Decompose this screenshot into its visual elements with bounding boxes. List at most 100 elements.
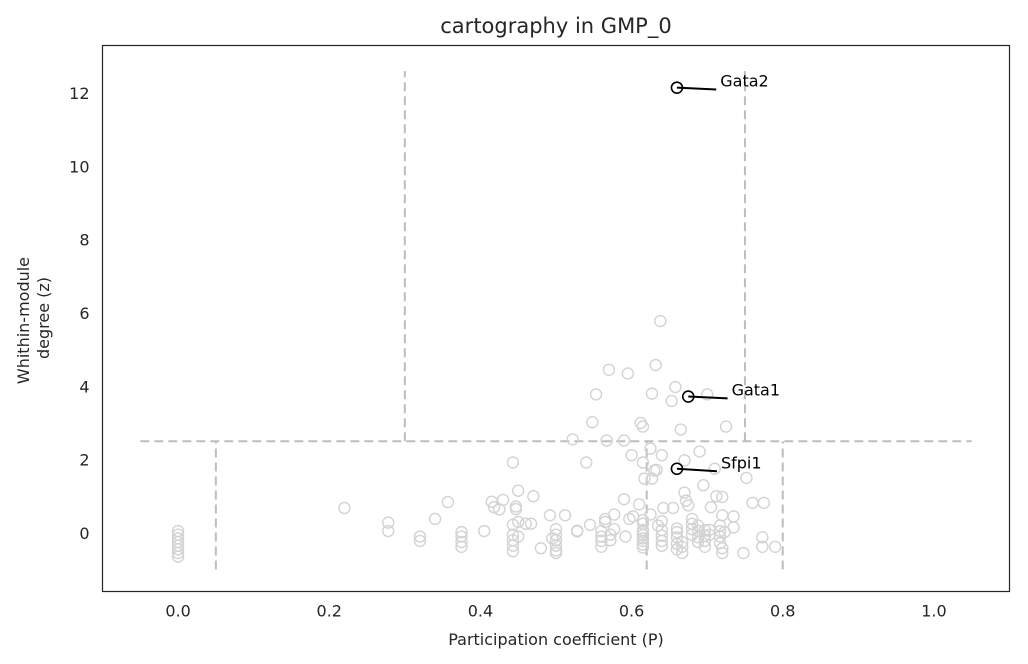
scatter-point — [455, 530, 468, 543]
scatter-point — [727, 521, 740, 534]
scatter-point — [644, 508, 657, 521]
scatter-point — [509, 502, 523, 516]
scatter-point — [655, 448, 669, 462]
scatter-point — [708, 462, 721, 475]
scatter-point — [413, 534, 427, 548]
scatter-point — [638, 472, 651, 485]
scatter-point — [665, 394, 678, 408]
plot-frame — [101, 44, 1011, 593]
scatter-point — [768, 540, 782, 553]
scatter-point — [655, 529, 669, 543]
scatter-point — [600, 434, 613, 447]
y-axis-label-line1: Whithin-module — [14, 257, 33, 384]
scatter-point — [338, 501, 351, 515]
scatter-point — [636, 538, 650, 551]
scatter-point — [682, 499, 695, 512]
scatter-point — [549, 539, 563, 552]
scatter-point — [589, 388, 603, 401]
x-tick-label: 0.4 — [468, 602, 493, 621]
scatter-point — [716, 546, 729, 560]
scatter-point — [549, 546, 563, 560]
scatter-point — [710, 490, 723, 503]
scatter-point — [506, 544, 520, 558]
scatter-point — [632, 498, 646, 511]
scatter-point — [657, 501, 670, 515]
y-tick-label: 8 — [79, 231, 89, 250]
scatter-point — [678, 454, 691, 467]
annotation-line-gata2 — [676, 86, 717, 91]
scatter-point — [691, 519, 705, 532]
x-axis-label: Participation coefficient (P) — [448, 630, 664, 649]
scatter-point — [607, 508, 621, 521]
scatter-point — [625, 448, 638, 462]
scatter-point — [570, 525, 584, 538]
scatter-point — [477, 524, 491, 538]
scatter-point — [644, 442, 657, 455]
scatter-point — [623, 512, 636, 526]
scatter-points — [171, 314, 782, 563]
scatter-point — [455, 535, 468, 549]
annotation-label-gata1: Gata1 — [732, 380, 780, 399]
scatter-point — [595, 540, 608, 553]
scatter-point — [413, 530, 427, 543]
scatter-point — [636, 420, 650, 433]
y-axis-label: Whithin-module degree (z) — [14, 252, 53, 384]
scatter-point — [676, 546, 689, 560]
annotation-label-gata2: Gata2 — [720, 71, 768, 90]
scatter-point — [756, 531, 769, 544]
scatter-point — [698, 540, 712, 553]
scatter-point — [636, 456, 650, 469]
y-ticks: 0 2 4 6 8 10 12 — [69, 84, 89, 543]
scatter-point — [685, 528, 699, 541]
scatter-point — [586, 416, 599, 429]
x-tick-label: 0.2 — [317, 602, 342, 621]
scatter-point — [636, 525, 650, 539]
x-tick-label: 0.6 — [619, 602, 644, 621]
scatter-point — [670, 525, 684, 539]
scatter-point — [636, 541, 650, 554]
scatter-point — [636, 528, 650, 542]
scatter-point — [727, 510, 740, 523]
x-tick-label: 1.0 — [921, 602, 946, 621]
scatter-point — [583, 518, 597, 532]
scatter-point — [382, 516, 395, 529]
scatter-point — [645, 387, 659, 400]
highlight-point-gata2 — [670, 81, 684, 94]
scatter-point — [698, 534, 712, 548]
scatter-point — [674, 423, 687, 436]
scatter-point — [693, 445, 706, 458]
y-tick-label: 0 — [79, 524, 89, 543]
scatter-point — [441, 495, 455, 509]
scatter-point — [655, 534, 669, 548]
highlighted-points: Gata2 Gata1 Sfpi1 — [670, 71, 780, 476]
y-tick-label: 6 — [79, 304, 89, 323]
scatter-point — [757, 496, 771, 510]
scatter-point — [617, 492, 631, 506]
y-axis-label-line2: degree (z) — [34, 277, 53, 359]
scatter-point — [621, 367, 635, 380]
highlight-point-sfpi1 — [670, 462, 684, 476]
scatter-point — [455, 525, 468, 539]
y-tick-label: 12 — [69, 84, 89, 103]
scatter-point — [654, 314, 667, 328]
scatter-point — [598, 515, 612, 529]
annotation-label-sfpi1: Sfpi1 — [721, 453, 762, 472]
scatter-point — [506, 539, 520, 552]
scatter-point — [487, 501, 501, 514]
scatter-point — [171, 546, 185, 560]
scatter-point — [509, 500, 523, 513]
scatter-point — [382, 524, 395, 538]
scatter-point — [171, 550, 185, 563]
scatter-point — [549, 533, 563, 547]
scatter-point — [558, 509, 572, 522]
scatter-point — [496, 493, 510, 507]
scatter-point — [455, 540, 468, 553]
scatter-point — [737, 546, 750, 560]
scatter-point — [655, 539, 669, 552]
x-tick-label: 0.8 — [770, 602, 795, 621]
annotation-line-sfpi1 — [676, 467, 718, 473]
scatter-point — [719, 420, 733, 433]
scatter-point — [512, 484, 525, 497]
scatter-point — [716, 509, 729, 522]
scatter-point — [428, 512, 442, 526]
